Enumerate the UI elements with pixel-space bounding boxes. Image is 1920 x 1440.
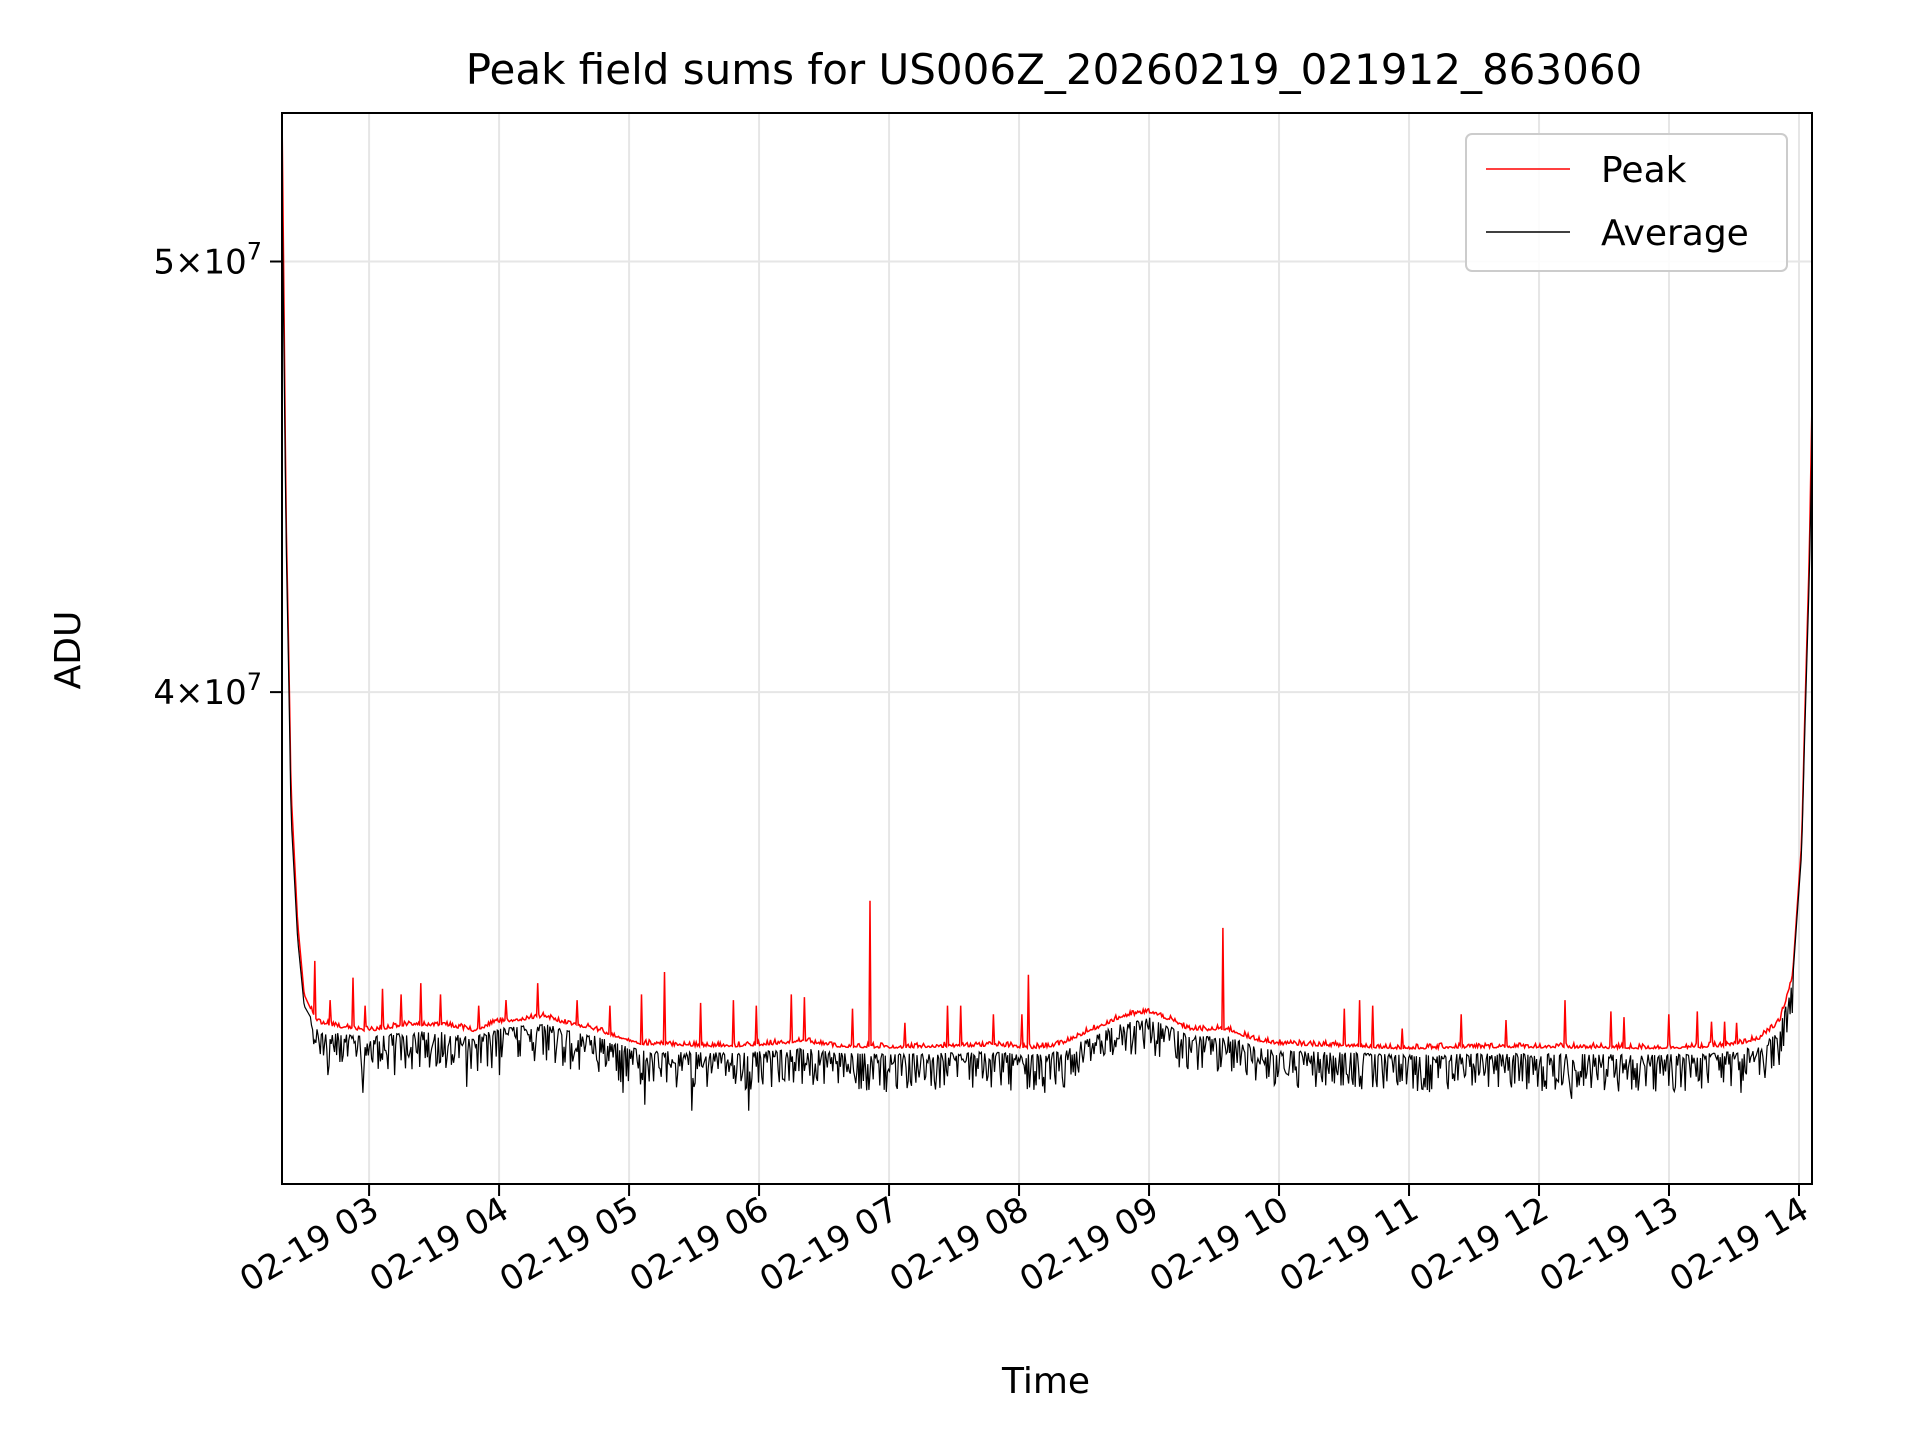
legend: Peak Average <box>1465 133 1788 272</box>
series-line-peak <box>282 113 1812 1052</box>
x-axis-label: Time <box>1001 1361 1090 1402</box>
legend-label-peak: Peak <box>1601 150 1687 191</box>
y-axis-label: ADU <box>48 611 89 690</box>
series-layer <box>282 113 1812 1111</box>
y-axis: 4×107 5×107 <box>153 238 282 713</box>
y-tick-label-0: 4×107 <box>153 668 262 713</box>
legend-label-average: Average <box>1601 213 1749 254</box>
grid-lines <box>282 113 1812 1184</box>
plot-area-frame <box>281 112 1813 1185</box>
series-line-average <box>282 185 1812 1111</box>
y-tick-label-1: 5×107 <box>153 238 262 283</box>
chart-title: Peak field sums for US006Z_20260219_0219… <box>466 45 1643 94</box>
